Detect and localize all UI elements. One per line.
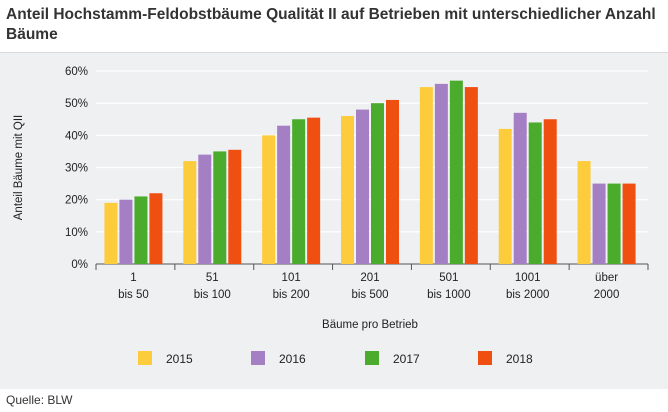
bar-2016 [592,183,606,264]
bar-2018 [543,119,557,264]
chart-title: Anteil Hochstamm-Feldobstbäume Qualität … [6,6,656,43]
bar-2017 [607,183,621,264]
x-axis-title: Bäume pro Betrieb [322,319,418,331]
x-tick-label: 1001 [515,272,541,284]
bar-2016 [434,83,448,264]
bar-2016 [356,109,369,264]
x-tick-label: 51 [206,272,219,284]
bar-2015 [104,202,118,264]
legend-label-2016: 2016 [279,352,306,366]
bar-2018 [149,193,163,264]
y-tick-label: 40% [65,130,88,142]
y-tick-label: 60% [65,66,88,78]
bar-2015 [419,87,433,264]
bar-2017 [292,119,306,264]
legend-swatch-2016 [251,351,265,365]
x-tick-label: bis 500 [351,289,388,301]
source-note: Quelle: BLW [6,393,73,407]
x-tick-label: bis 1000 [427,289,470,301]
bar-2017 [528,122,542,264]
y-tick-label: 50% [65,98,88,110]
bar-2016 [198,154,212,264]
legend-label-2017: 2017 [393,352,420,366]
bar-2016 [277,125,291,264]
x-tick-label: über [595,272,618,284]
x-tick-label: 1 [130,272,136,284]
x-tick-label: bis 2000 [506,289,549,301]
x-tick-label: 101 [282,272,301,284]
x-tick-label: bis 200 [273,289,310,301]
bar-2015 [341,116,354,265]
legend-swatch-2015 [138,351,152,365]
bar-2018 [622,183,636,264]
bar-2017 [134,196,148,264]
legend-swatch-2018 [478,351,492,365]
y-axis-title: Anteil Bäume mit QII [13,115,25,220]
y-tick-label: 20% [65,195,88,207]
legend-label-2015: 2015 [166,352,193,366]
x-tick-label: bis 100 [194,289,231,301]
legend-swatch-2017 [365,351,379,365]
bar-2018 [228,149,242,264]
x-tick-label: 501 [439,272,458,284]
bar-2016 [119,199,133,264]
y-tick-label: 10% [65,227,88,239]
x-tick-label: bis 50 [118,289,149,301]
bar-2017 [213,151,227,264]
bar-2015 [183,161,197,264]
x-tick-label: 2000 [594,289,620,301]
y-tick-label: 30% [65,163,88,175]
bar-2017 [449,80,463,265]
bar-2015 [262,135,276,264]
legend-label-2018: 2018 [506,352,533,366]
y-tick-label: 0% [71,259,88,271]
bar-2018 [386,99,399,264]
bar-2016 [513,112,527,264]
x-tick-label: 201 [360,272,379,284]
bar-2015 [577,161,591,264]
bar-2017 [371,103,384,265]
bar-2018 [307,117,321,265]
bar-2018 [464,87,478,264]
bar-2015 [498,128,512,264]
